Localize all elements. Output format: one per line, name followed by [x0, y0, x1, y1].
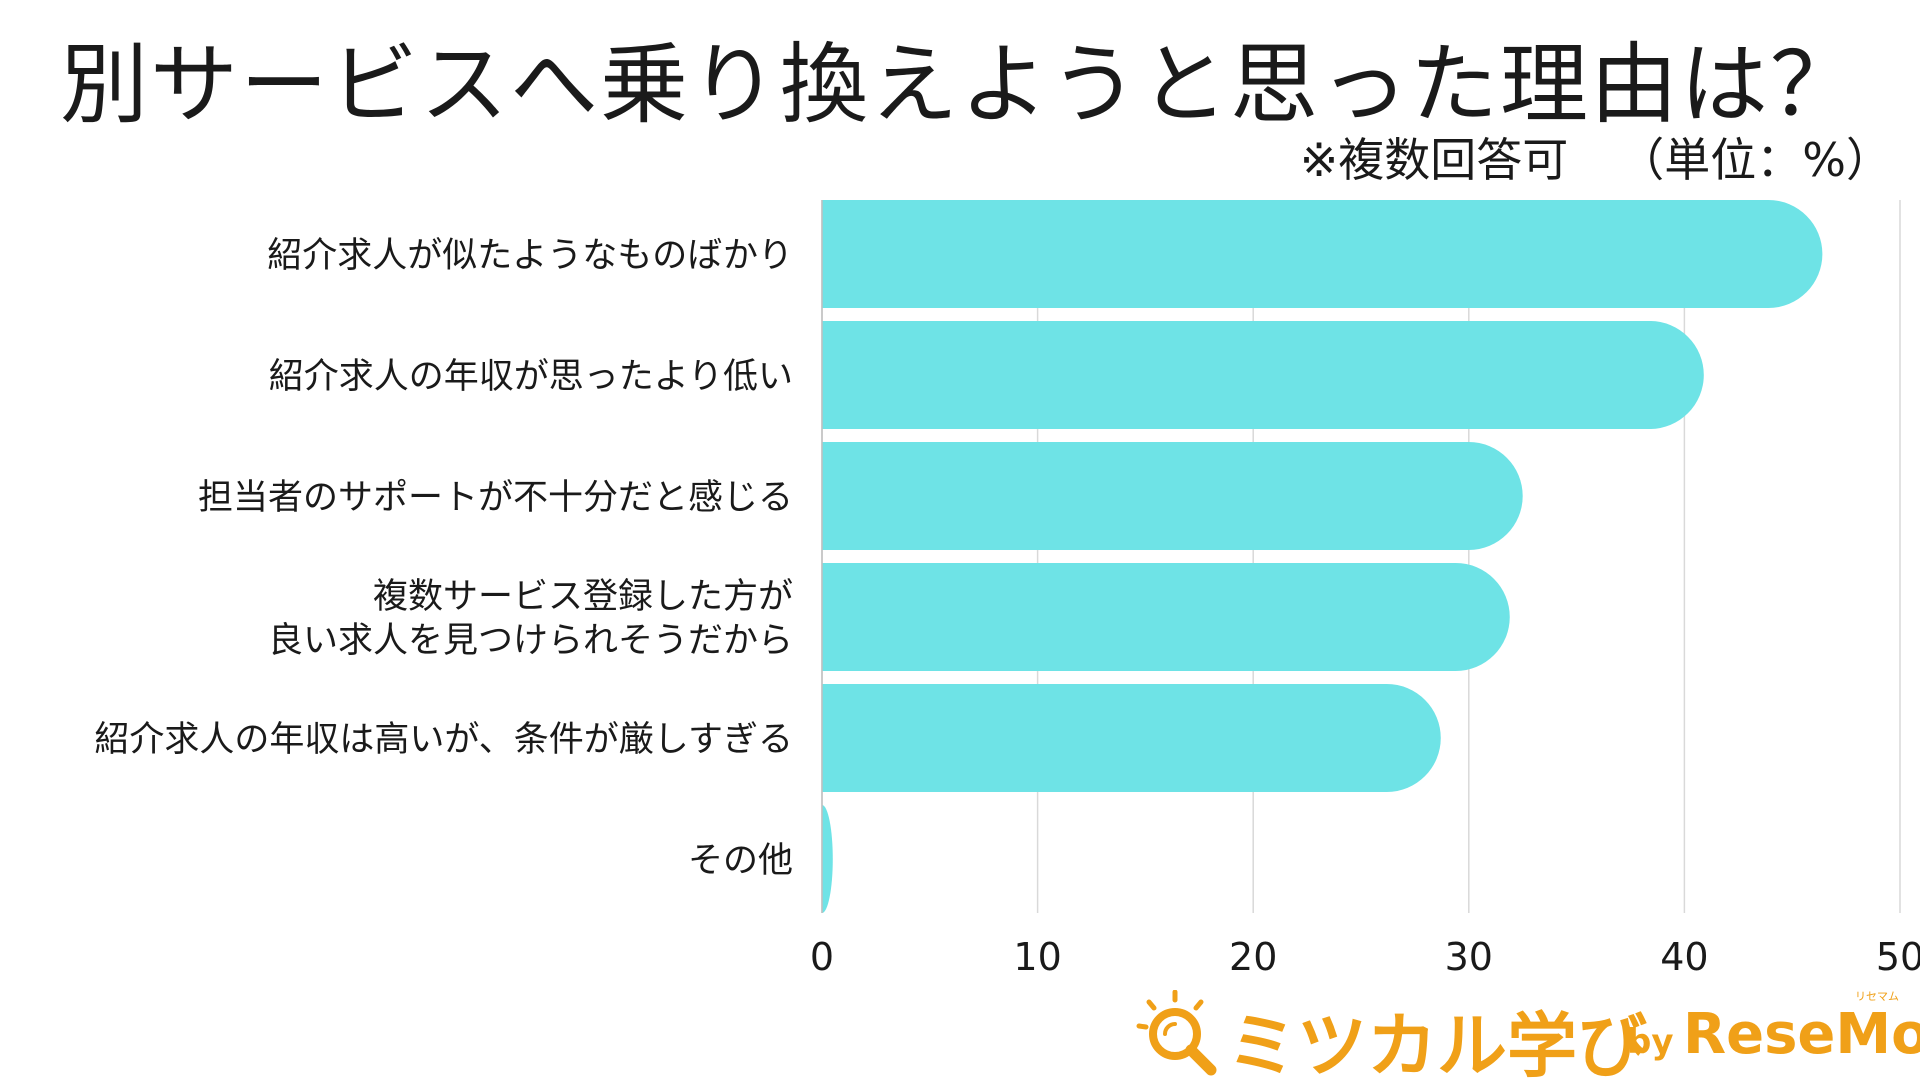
- bar-2: [822, 321, 1704, 429]
- magnifier-icon: [1136, 990, 1217, 1076]
- bar-1: [822, 200, 1823, 308]
- x-tick-label: 30: [1445, 935, 1493, 979]
- category-label: 紹介求人の年収は高いが、条件が厳しすぎる: [94, 720, 793, 760]
- x-tick-label: 40: [1660, 935, 1708, 979]
- logo-ruby: リセマム: [1855, 990, 1899, 1003]
- logo-name: ミツカル学び: [1227, 1005, 1647, 1087]
- category-label: その他: [688, 841, 793, 881]
- multiple-answer-note: ※複数回答可: [1299, 133, 1569, 187]
- x-tick-label: 10: [1013, 935, 1061, 979]
- chart-note: ※複数回答可 （単位：%）: [1300, 124, 1892, 190]
- category-label: 担当者のサポートが不十分だと感じる: [198, 478, 793, 518]
- logo-brand: ReseMom: [1683, 1002, 1920, 1067]
- bar-4: [822, 563, 1510, 671]
- category-label: 良い求人を見つけられそうだから: [268, 621, 793, 661]
- bar-6: [822, 805, 833, 913]
- category-label: 紹介求人が似たようなものばかり: [267, 236, 793, 276]
- x-tick-label: 20: [1229, 935, 1277, 979]
- bar-chart: 0 10 20 30 40 50 紹介求人が似たようなものばかり紹介求人の年収が思ったより低…: [94, 200, 1920, 979]
- chart-title: 別サービスへ乗り換えようと思った理由は？: [59, 33, 1860, 136]
- logo: ミツカル学び by ReseMom リセマム: [1135, 988, 1920, 1087]
- x-tick-label: 50: [1876, 935, 1920, 979]
- category-label: 複数サービス登録した方が: [373, 577, 793, 617]
- bar-5: [822, 684, 1441, 792]
- bar-3: [822, 442, 1523, 550]
- category-label: 紹介求人の年収が思ったより低い: [269, 357, 793, 397]
- unit-note: （単位：%）: [1618, 133, 1892, 187]
- x-tick-label: 0: [810, 935, 834, 979]
- logo-by: by: [1627, 1022, 1674, 1062]
